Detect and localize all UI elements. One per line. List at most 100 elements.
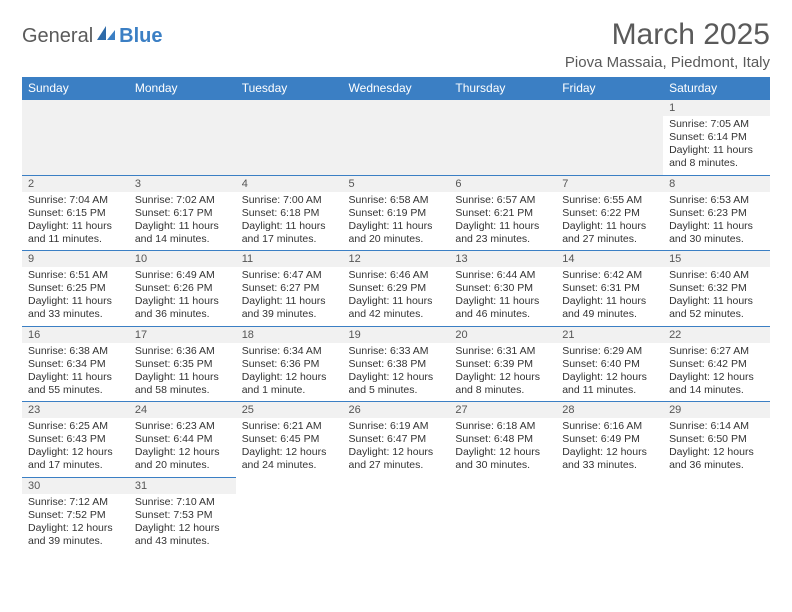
day-data: Sunrise: 6:42 AMSunset: 6:31 PMDaylight:…: [556, 267, 663, 326]
day-number: 30: [22, 478, 129, 494]
calendar-cell: 1Sunrise: 7:05 AMSunset: 6:14 PMDaylight…: [663, 100, 770, 176]
day-number: 11: [236, 251, 343, 267]
header: General Blue March 2025 Piova Massaia, P…: [22, 18, 770, 71]
sail-icon: [95, 24, 117, 48]
calendar-cell: 26Sunrise: 6:19 AMSunset: 6:47 PMDayligh…: [343, 402, 450, 478]
day-data: Sunrise: 6:25 AMSunset: 6:43 PMDaylight:…: [22, 418, 129, 477]
calendar-cell: 13Sunrise: 6:44 AMSunset: 6:30 PMDayligh…: [449, 251, 556, 327]
calendar-cell: 16Sunrise: 6:38 AMSunset: 6:34 PMDayligh…: [22, 326, 129, 402]
calendar-cell: 31Sunrise: 7:10 AMSunset: 7:53 PMDayligh…: [129, 477, 236, 552]
day-data: Sunrise: 6:29 AMSunset: 6:40 PMDaylight:…: [556, 343, 663, 402]
calendar-cell: [22, 100, 129, 176]
day-number: 21: [556, 327, 663, 343]
calendar-cell: 5Sunrise: 6:58 AMSunset: 6:19 PMDaylight…: [343, 175, 450, 251]
day-number: 22: [663, 327, 770, 343]
logo-text-1: General: [22, 25, 93, 48]
day-number: 25: [236, 402, 343, 418]
calendar-cell: [449, 477, 556, 552]
day-data: Sunrise: 7:04 AMSunset: 6:15 PMDaylight:…: [22, 192, 129, 251]
day-number: 4: [236, 176, 343, 192]
calendar-cell: 25Sunrise: 6:21 AMSunset: 6:45 PMDayligh…: [236, 402, 343, 478]
day-data: Sunrise: 6:27 AMSunset: 6:42 PMDaylight:…: [663, 343, 770, 402]
day-data: Sunrise: 7:00 AMSunset: 6:18 PMDaylight:…: [236, 192, 343, 251]
calendar-cell: 14Sunrise: 6:42 AMSunset: 6:31 PMDayligh…: [556, 251, 663, 327]
day-data: Sunrise: 6:16 AMSunset: 6:49 PMDaylight:…: [556, 418, 663, 477]
calendar-cell: 8Sunrise: 6:53 AMSunset: 6:23 PMDaylight…: [663, 175, 770, 251]
calendar-cell: 19Sunrise: 6:33 AMSunset: 6:38 PMDayligh…: [343, 326, 450, 402]
day-data: Sunrise: 6:55 AMSunset: 6:22 PMDaylight:…: [556, 192, 663, 251]
calendar-cell: 21Sunrise: 6:29 AMSunset: 6:40 PMDayligh…: [556, 326, 663, 402]
day-data: Sunrise: 6:18 AMSunset: 6:48 PMDaylight:…: [449, 418, 556, 477]
calendar-cell: 18Sunrise: 6:34 AMSunset: 6:36 PMDayligh…: [236, 326, 343, 402]
day-number: 13: [449, 251, 556, 267]
day-data: Sunrise: 6:58 AMSunset: 6:19 PMDaylight:…: [343, 192, 450, 251]
day-number: 17: [129, 327, 236, 343]
calendar-cell: 23Sunrise: 6:25 AMSunset: 6:43 PMDayligh…: [22, 402, 129, 478]
day-data: Sunrise: 6:47 AMSunset: 6:27 PMDaylight:…: [236, 267, 343, 326]
day-data: Sunrise: 6:19 AMSunset: 6:47 PMDaylight:…: [343, 418, 450, 477]
calendar-cell: [663, 477, 770, 552]
day-number: 7: [556, 176, 663, 192]
calendar-cell: 11Sunrise: 6:47 AMSunset: 6:27 PMDayligh…: [236, 251, 343, 327]
day-data: Sunrise: 6:33 AMSunset: 6:38 PMDaylight:…: [343, 343, 450, 402]
day-number: 9: [22, 251, 129, 267]
day-data: Sunrise: 6:38 AMSunset: 6:34 PMDaylight:…: [22, 343, 129, 402]
day-number: 26: [343, 402, 450, 418]
day-data: Sunrise: 7:12 AMSunset: 7:52 PMDaylight:…: [22, 494, 129, 553]
day-number: 27: [449, 402, 556, 418]
day-number: 2: [22, 176, 129, 192]
calendar-week-row: 23Sunrise: 6:25 AMSunset: 6:43 PMDayligh…: [22, 402, 770, 478]
calendar-cell: 6Sunrise: 6:57 AMSunset: 6:21 PMDaylight…: [449, 175, 556, 251]
calendar-cell: 22Sunrise: 6:27 AMSunset: 6:42 PMDayligh…: [663, 326, 770, 402]
calendar-cell: [556, 100, 663, 176]
day-number: 5: [343, 176, 450, 192]
weekday-header: Tuesday: [236, 77, 343, 100]
day-number: 14: [556, 251, 663, 267]
calendar-body: 1Sunrise: 7:05 AMSunset: 6:14 PMDaylight…: [22, 100, 770, 553]
weekday-header: Friday: [556, 77, 663, 100]
calendar-week-row: 9Sunrise: 6:51 AMSunset: 6:25 PMDaylight…: [22, 251, 770, 327]
day-data: Sunrise: 6:57 AMSunset: 6:21 PMDaylight:…: [449, 192, 556, 251]
weekday-header-row: SundayMondayTuesdayWednesdayThursdayFrid…: [22, 77, 770, 100]
weekday-header: Thursday: [449, 77, 556, 100]
weekday-header: Monday: [129, 77, 236, 100]
calendar-cell: 12Sunrise: 6:46 AMSunset: 6:29 PMDayligh…: [343, 251, 450, 327]
weekday-header: Saturday: [663, 77, 770, 100]
day-number: 19: [343, 327, 450, 343]
weekday-header: Wednesday: [343, 77, 450, 100]
day-number: 15: [663, 251, 770, 267]
calendar-cell: [343, 477, 450, 552]
day-data: Sunrise: 6:49 AMSunset: 6:26 PMDaylight:…: [129, 267, 236, 326]
day-number: 1: [663, 100, 770, 116]
calendar-week-row: 2Sunrise: 7:04 AMSunset: 6:15 PMDaylight…: [22, 175, 770, 251]
calendar-cell: 3Sunrise: 7:02 AMSunset: 6:17 PMDaylight…: [129, 175, 236, 251]
calendar-cell: 29Sunrise: 6:14 AMSunset: 6:50 PMDayligh…: [663, 402, 770, 478]
day-data: Sunrise: 6:53 AMSunset: 6:23 PMDaylight:…: [663, 192, 770, 251]
day-data: Sunrise: 6:34 AMSunset: 6:36 PMDaylight:…: [236, 343, 343, 402]
day-number: 18: [236, 327, 343, 343]
day-data: Sunrise: 6:46 AMSunset: 6:29 PMDaylight:…: [343, 267, 450, 326]
calendar-week-row: 1Sunrise: 7:05 AMSunset: 6:14 PMDaylight…: [22, 100, 770, 176]
calendar-table: SundayMondayTuesdayWednesdayThursdayFrid…: [22, 77, 770, 552]
calendar-cell: 9Sunrise: 6:51 AMSunset: 6:25 PMDaylight…: [22, 251, 129, 327]
calendar-cell: 10Sunrise: 6:49 AMSunset: 6:26 PMDayligh…: [129, 251, 236, 327]
calendar-cell: 7Sunrise: 6:55 AMSunset: 6:22 PMDaylight…: [556, 175, 663, 251]
calendar-cell: [449, 100, 556, 176]
calendar-cell: [236, 477, 343, 552]
day-number: 10: [129, 251, 236, 267]
day-number: 20: [449, 327, 556, 343]
calendar-cell: 17Sunrise: 6:36 AMSunset: 6:35 PMDayligh…: [129, 326, 236, 402]
day-data: Sunrise: 7:02 AMSunset: 6:17 PMDaylight:…: [129, 192, 236, 251]
month-title: March 2025: [565, 18, 770, 52]
title-block: March 2025 Piova Massaia, Piedmont, Ital…: [565, 18, 770, 71]
calendar-week-row: 30Sunrise: 7:12 AMSunset: 7:52 PMDayligh…: [22, 477, 770, 552]
logo-text-2: Blue: [119, 25, 162, 48]
logo: General Blue: [22, 18, 163, 48]
calendar-cell: [129, 100, 236, 176]
day-data: Sunrise: 6:40 AMSunset: 6:32 PMDaylight:…: [663, 267, 770, 326]
day-number: 31: [129, 478, 236, 494]
calendar-cell: [236, 100, 343, 176]
calendar-cell: 2Sunrise: 7:04 AMSunset: 6:15 PMDaylight…: [22, 175, 129, 251]
day-data: Sunrise: 6:31 AMSunset: 6:39 PMDaylight:…: [449, 343, 556, 402]
calendar-cell: 28Sunrise: 6:16 AMSunset: 6:49 PMDayligh…: [556, 402, 663, 478]
